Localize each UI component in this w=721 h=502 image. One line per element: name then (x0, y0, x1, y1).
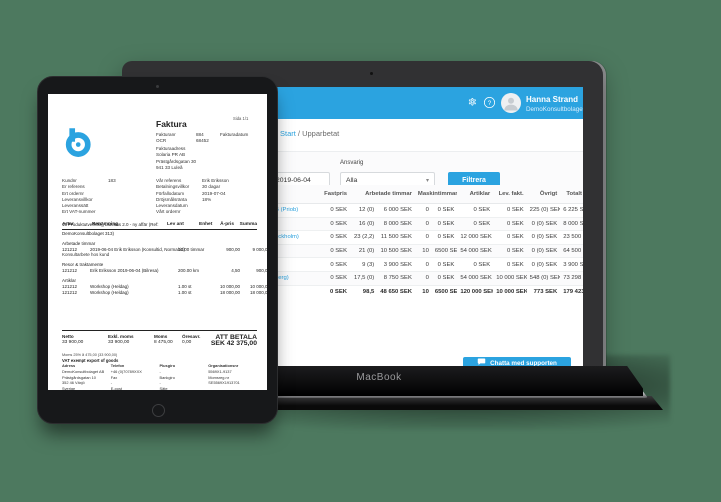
svg-text:?: ? (488, 100, 492, 107)
